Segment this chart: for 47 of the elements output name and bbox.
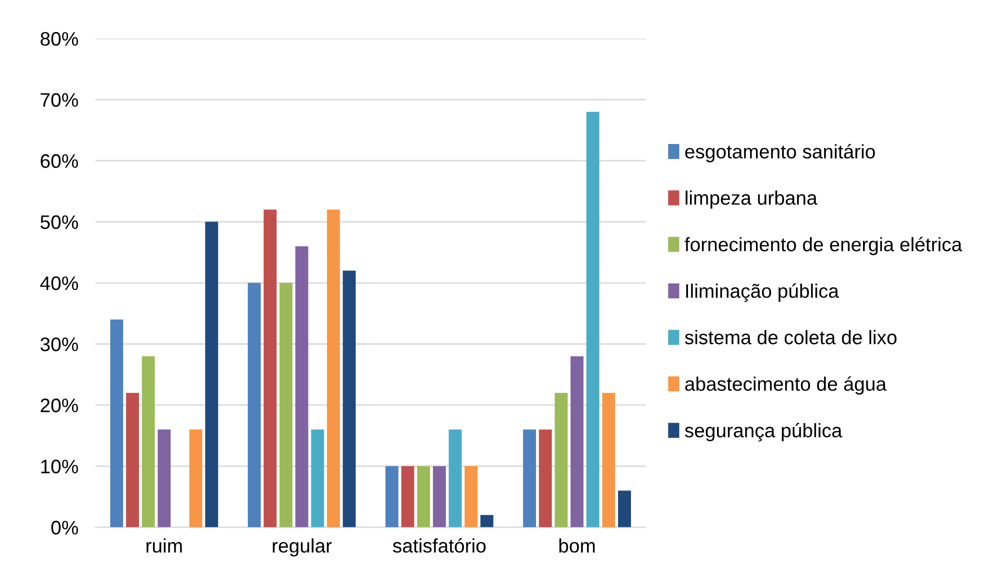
bar xyxy=(264,210,277,528)
x-tick-label: regular xyxy=(272,538,332,557)
legend-label: esgotamento sanitário xyxy=(685,144,875,162)
bar xyxy=(480,515,494,528)
bar xyxy=(189,430,202,528)
x-tick-label: ruim xyxy=(146,538,182,553)
x-tick-label: satisfatório xyxy=(392,538,486,553)
bar xyxy=(538,430,552,528)
bar xyxy=(401,466,414,528)
y-tick-label: 30% xyxy=(40,337,78,352)
bar xyxy=(295,246,308,528)
bar xyxy=(311,430,324,528)
y-tick-label: 10% xyxy=(41,460,78,474)
legend-label: limpeza urbana xyxy=(686,190,818,209)
bar xyxy=(432,466,446,528)
bar xyxy=(464,466,478,528)
bar xyxy=(554,392,568,528)
y-tick-label: 40% xyxy=(40,276,78,290)
legend-label: abastecimento de água xyxy=(685,376,887,395)
bar xyxy=(385,466,398,528)
bar xyxy=(618,490,631,528)
legend-label: segurança pública xyxy=(684,422,842,442)
y-tick-label: 70% xyxy=(40,93,78,107)
bar xyxy=(142,356,155,528)
bar xyxy=(448,430,462,528)
bar xyxy=(326,210,340,528)
bar xyxy=(342,270,356,528)
bar xyxy=(158,430,171,528)
bar xyxy=(126,392,139,528)
bar xyxy=(523,430,536,528)
bar xyxy=(248,282,261,528)
legend-label: fornecimento de energia elétrica xyxy=(684,236,962,256)
x-tick-label: bom xyxy=(559,538,595,553)
legend-label: Iliminação pública xyxy=(686,283,839,302)
bar xyxy=(586,112,600,528)
y-tick-label: 50% xyxy=(40,215,78,230)
y-tick-label: 20% xyxy=(40,398,78,412)
bar xyxy=(570,356,584,528)
y-tick-label: 0% xyxy=(51,520,78,535)
legend-label: sistema de coleta de lixo xyxy=(684,330,896,344)
bar xyxy=(417,466,430,528)
bar xyxy=(602,392,616,528)
bar xyxy=(205,222,218,528)
y-tick-label: 60% xyxy=(40,154,78,168)
y-tick-label: 80% xyxy=(40,32,78,46)
bar xyxy=(110,320,124,528)
bar xyxy=(279,282,292,528)
